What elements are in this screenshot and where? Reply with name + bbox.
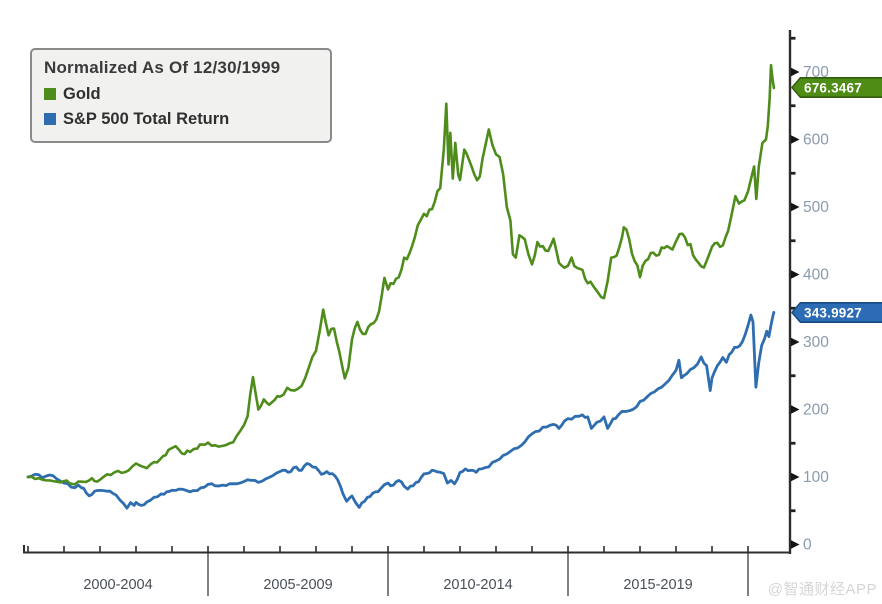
y-tick-label: 0 <box>803 537 812 554</box>
x-group-label: 2010-2014 <box>443 577 512 593</box>
y-major-tick <box>791 202 800 212</box>
y-major-tick <box>791 135 800 144</box>
y-major-tick <box>791 540 800 549</box>
y-tick-label: 600 <box>803 132 829 149</box>
x-group-label: 2015-2019 <box>623 577 692 593</box>
y-major-tick <box>791 337 800 347</box>
y-minor-tick <box>790 306 796 310</box>
x-group-label: 2000-2004 <box>83 577 152 593</box>
gold-last-value-badge: 676.3467 <box>791 77 882 98</box>
y-minor-tick <box>790 36 796 40</box>
x-group-label: 2005-2009 <box>263 577 332 593</box>
sp500-series-swatch-icon <box>44 113 56 126</box>
y-major-tick <box>791 472 800 482</box>
gold-last-value: 676.3467 <box>804 80 862 95</box>
y-tick-label: 200 <box>803 402 829 419</box>
legend-label-sp500: S&P 500 Total Return <box>63 109 230 128</box>
y-minor-tick <box>790 104 796 108</box>
gold-series-line <box>26 63 776 486</box>
y-major-tick <box>791 270 800 279</box>
sp500-last-value: 343.9927 <box>804 305 862 320</box>
y-minor-tick <box>790 239 796 243</box>
sp500-last-value-badge: 343.9927 <box>791 302 882 323</box>
legend-title: Normalized As Of 12/30/1999 <box>44 58 281 77</box>
legend-item-sp500: S&P 500 Total Return <box>44 107 318 132</box>
chart-legend: Normalized As Of 12/30/1999 Gold S&P 500… <box>30 48 332 143</box>
y-tick-label: 700 <box>803 64 829 81</box>
y-minor-tick <box>790 374 796 378</box>
y-major-tick <box>791 405 800 414</box>
sp500-badge-fill <box>791 302 882 323</box>
y-major-tick <box>791 67 800 77</box>
y-tick-label: 500 <box>803 199 829 216</box>
y-tick-label: 400 <box>803 267 829 284</box>
sp500-series-line <box>26 310 776 510</box>
y-minor-tick <box>790 171 796 175</box>
x-axis-line <box>23 545 790 554</box>
watermark-text: @智通财经APP <box>767 581 877 598</box>
y-tick-label: 100 <box>803 469 829 486</box>
y-minor-tick <box>790 509 796 513</box>
legend-label-gold: Gold <box>63 85 101 103</box>
gold-series-swatch-icon <box>44 88 56 101</box>
legend-item-gold: Gold <box>44 82 318 107</box>
y-tick-label: 300 <box>803 334 829 351</box>
y-minor-tick <box>790 441 796 445</box>
gold-badge-fill <box>791 77 882 98</box>
